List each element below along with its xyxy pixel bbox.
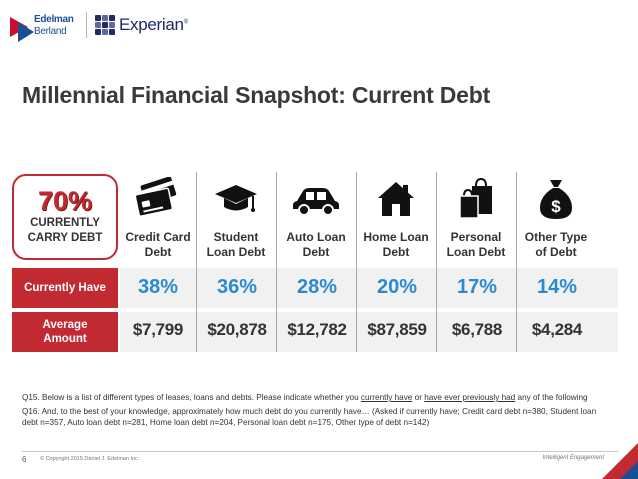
note-q15-or: or	[412, 393, 425, 402]
car-icon	[293, 188, 339, 216]
footer-divider	[22, 451, 618, 452]
average-amount-label-line1: Average	[42, 319, 88, 331]
average-amount-band	[120, 312, 618, 352]
experian-mark-icon	[95, 15, 115, 35]
category-label-line1: Student	[213, 230, 259, 244]
category-label-line1: Credit Card	[125, 230, 191, 244]
carry-debt-line2: CARRY DEBT	[27, 232, 103, 244]
copyright: © Copyright 2015 Daniel J. Edelman Inc.	[40, 456, 140, 462]
average-amount-label: Average Amount	[12, 312, 118, 352]
category-home-loan: Home Loan Debt	[358, 172, 434, 260]
category-other-debt: $ Other Type of Debt	[518, 172, 594, 260]
note-q15-currently-have: currently have	[360, 393, 413, 402]
experian-logo-text: Experian	[119, 15, 184, 34]
currently-have-value: 20%	[376, 276, 418, 298]
category-label-line2: Loan Debt	[206, 245, 266, 259]
edelman-logo-text: Edelman	[34, 14, 74, 25]
footer-tagline: Intelligent Engagement	[542, 455, 604, 461]
page-number: 6	[22, 455, 27, 464]
category-auto-loan: Auto Loan Debt	[278, 172, 354, 260]
average-amount-value: $20,878	[207, 320, 267, 339]
note-q15-text: Q15. Below is a list of different types …	[22, 393, 361, 402]
page-title: Millennial Financial Snapshot: Current D…	[22, 82, 491, 108]
logo-divider	[86, 12, 87, 38]
currently-have-value: 17%	[456, 276, 498, 298]
money-bag-icon: $	[540, 180, 572, 219]
berland-logo-text: Berland	[34, 26, 67, 37]
note-q15-previously-had: have ever previously had	[424, 393, 516, 402]
currently-have-value: 14%	[536, 276, 578, 298]
corner-accent-inner	[620, 461, 638, 479]
currently-have-value: 38%	[137, 276, 179, 298]
note-q16: Q16. And, to the best of your knowledge,…	[22, 407, 597, 427]
category-label-line1: Home Loan	[363, 230, 429, 244]
column-divider	[436, 172, 437, 352]
category-label-line1: Other Type	[524, 230, 588, 244]
category-label-line2: of Debt	[535, 245, 577, 259]
category-label-line2: Debt	[144, 245, 172, 259]
currently-have-band	[120, 268, 618, 308]
category-label-line2: Debt	[302, 245, 330, 259]
edelman-berland-logo: Edelman Berland	[10, 8, 82, 42]
category-label-line2: Debt	[382, 245, 410, 259]
category-credit-card: Credit Card Debt	[120, 172, 196, 260]
carry-debt-percent: 70%	[37, 186, 93, 216]
average-amount-value: $6,788	[451, 320, 503, 339]
carry-debt-line1: CURRENTLY	[30, 217, 100, 229]
column-divider	[356, 172, 357, 352]
note-q15-end: any of the following	[515, 393, 588, 402]
carry-debt-callout: 70% CURRENTLY CARRY DEBT	[12, 174, 118, 260]
category-label-line1: Personal	[450, 230, 502, 244]
column-divider	[516, 172, 517, 352]
average-amount-value: $12,782	[287, 320, 347, 339]
category-personal-loan: Personal Loan Debt	[438, 172, 514, 260]
column-divider	[196, 172, 197, 352]
average-amount-value: $87,859	[367, 320, 427, 339]
currently-have-label: Currently Have	[12, 268, 118, 308]
credit-card-icon	[134, 177, 177, 217]
column-divider	[276, 172, 277, 352]
average-amount-value: $7,799	[132, 320, 184, 339]
currently-have-label-text: Currently Have	[24, 282, 106, 294]
average-amount-label-line2: Amount	[43, 333, 87, 345]
shopping-bags-icon	[459, 177, 492, 219]
logo-bar: Edelman Berland Experian®	[10, 8, 188, 42]
graduation-cap-icon	[215, 185, 257, 212]
category-label-line2: Loan Debt	[446, 245, 506, 259]
currently-have-value: 28%	[296, 276, 338, 298]
average-amount-value: $4,284	[531, 320, 583, 339]
category-student-loan: Student Loan Debt	[198, 172, 274, 260]
category-label-line1: Auto Loan	[286, 230, 346, 244]
dollar-sign: $	[551, 197, 561, 216]
note-q15: Q15. Below is a list of different types …	[22, 392, 612, 403]
experian-logo: Experian®	[95, 15, 188, 35]
currently-have-value: 36%	[216, 276, 258, 298]
survey-notes: Q15. Below is a list of different types …	[22, 392, 612, 431]
house-icon	[378, 182, 414, 216]
